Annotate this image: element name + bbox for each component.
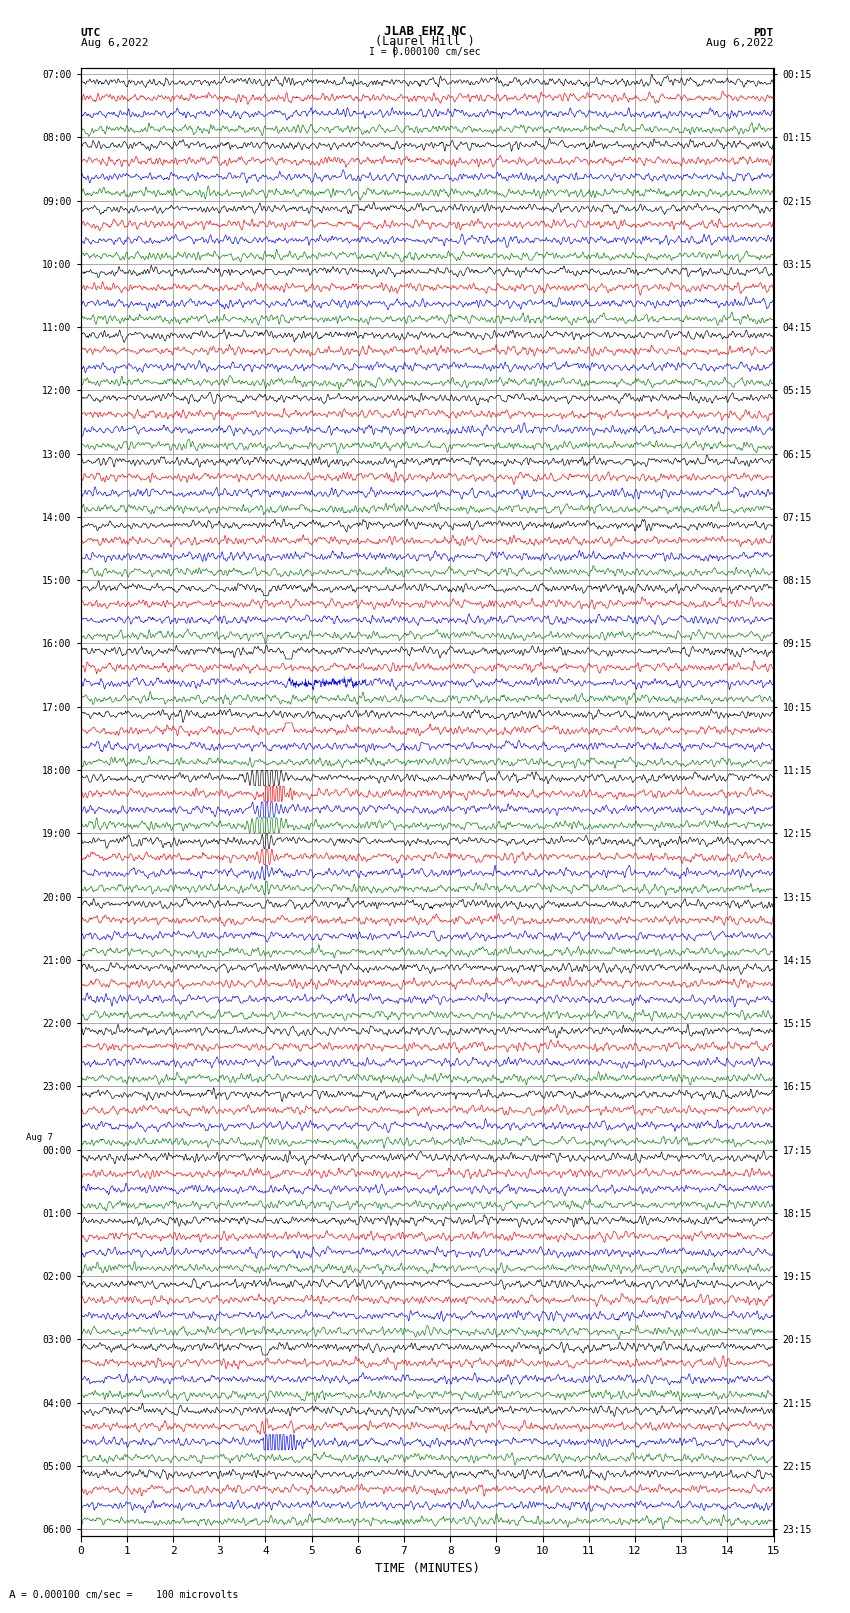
Text: (Laurel Hill ): (Laurel Hill ) [375,34,475,47]
Text: = 0.000100 cm/sec =    100 microvolts: = 0.000100 cm/sec = 100 microvolts [21,1590,239,1600]
Text: UTC: UTC [81,27,101,37]
Text: ▏: ▏ [394,42,401,58]
Text: JLAB EHZ NC: JLAB EHZ NC [383,24,467,37]
Text: Aug 7: Aug 7 [26,1132,53,1142]
X-axis label: TIME (MINUTES): TIME (MINUTES) [375,1561,479,1574]
Text: Aug 6,2022: Aug 6,2022 [81,37,148,47]
Text: I = 0.000100 cm/sec: I = 0.000100 cm/sec [369,47,481,58]
Text: PDT: PDT [753,27,774,37]
Text: A: A [8,1590,15,1600]
Text: Aug 6,2022: Aug 6,2022 [706,37,774,47]
